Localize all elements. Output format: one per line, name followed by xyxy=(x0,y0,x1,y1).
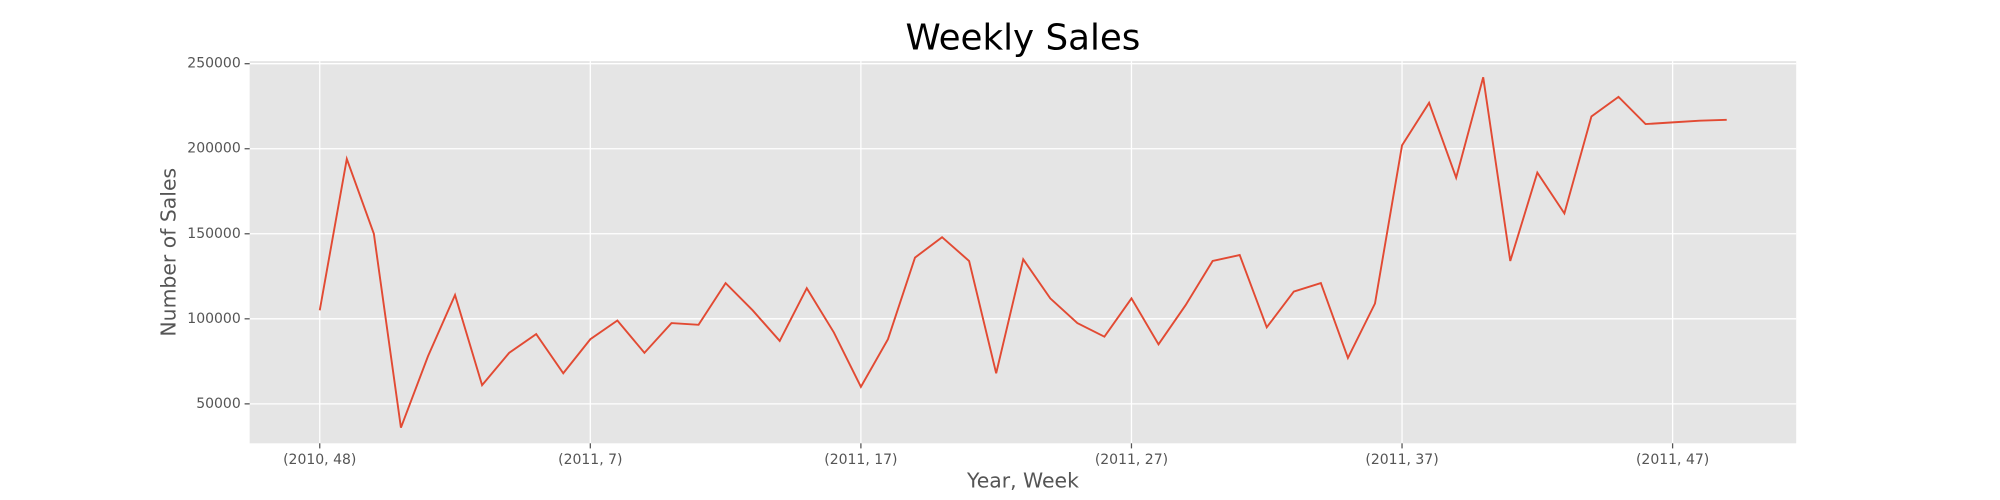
chart-title: Weekly Sales xyxy=(905,17,1140,58)
y-tick-label: 200000 xyxy=(187,141,240,157)
y-axis-label: Number of Sales xyxy=(156,168,180,337)
x-tick-label: (2011, 37) xyxy=(1365,452,1438,468)
x-tick-label: (2011, 17) xyxy=(824,452,897,468)
line-series xyxy=(318,77,1727,429)
plot-area xyxy=(249,61,1797,444)
x-axis-label: Year, Week xyxy=(966,469,1079,493)
y-tick-label: 50000 xyxy=(196,396,241,412)
y-tick-label: 100000 xyxy=(187,311,240,327)
x-tick-label: (2011, 47) xyxy=(1636,452,1709,468)
x-tick-label: (2011, 7) xyxy=(558,452,622,468)
x-tick-label: (2010, 48) xyxy=(283,452,356,468)
y-tick-label: 250000 xyxy=(187,56,240,72)
x-tick-label: (2011, 27) xyxy=(1095,452,1168,468)
y-tick-label: 150000 xyxy=(187,226,240,242)
